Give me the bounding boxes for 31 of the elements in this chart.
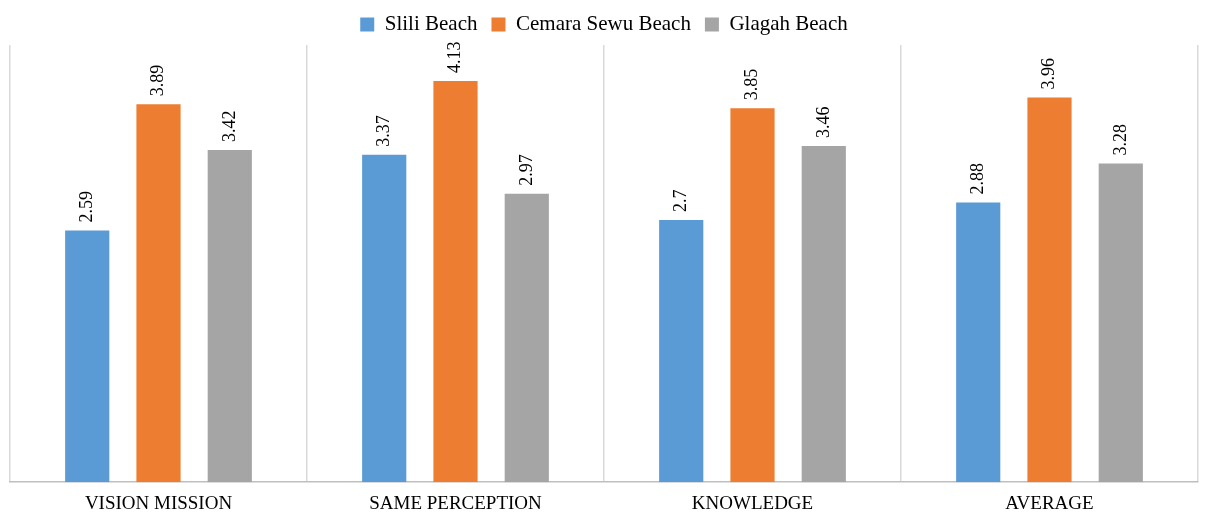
data-label: 3.89 — [147, 64, 168, 97]
data-label: 3.46 — [812, 106, 833, 139]
x-tick-label: SAME PERCEPTION — [369, 491, 543, 513]
legend-label: Cemara Sewu Beach — [515, 11, 692, 36]
bar — [1027, 97, 1072, 483]
data-label: 2.7 — [669, 189, 690, 212]
data-label: 2.59 — [75, 191, 96, 223]
data-label: 4.13 — [444, 41, 465, 73]
bar — [730, 108, 775, 483]
data-label: 2.88 — [966, 162, 987, 195]
data-label: 2.97 — [515, 154, 536, 186]
bar — [801, 146, 846, 483]
legend-label: Slili Beach — [384, 11, 478, 36]
data-label: 3.37 — [372, 115, 393, 147]
x-tick-label: VISION MISSION — [84, 491, 233, 513]
bar — [659, 219, 704, 483]
bar — [207, 149, 252, 483]
legend-label: Glagah Beach — [729, 11, 849, 36]
bar — [65, 230, 110, 483]
bar — [136, 104, 181, 483]
bar — [433, 80, 478, 483]
data-label: 3.28 — [1109, 124, 1130, 156]
bar — [1098, 163, 1143, 483]
data-label: 3.85 — [741, 68, 762, 101]
x-tick-label: KNOWLEDGE — [691, 491, 814, 513]
bar — [956, 202, 1001, 483]
data-label: 3.42 — [218, 110, 239, 142]
x-tick-label: AVERAGE — [1005, 491, 1094, 513]
data-label: 3.96 — [1038, 57, 1059, 90]
bar — [362, 154, 407, 483]
bar — [504, 193, 549, 483]
